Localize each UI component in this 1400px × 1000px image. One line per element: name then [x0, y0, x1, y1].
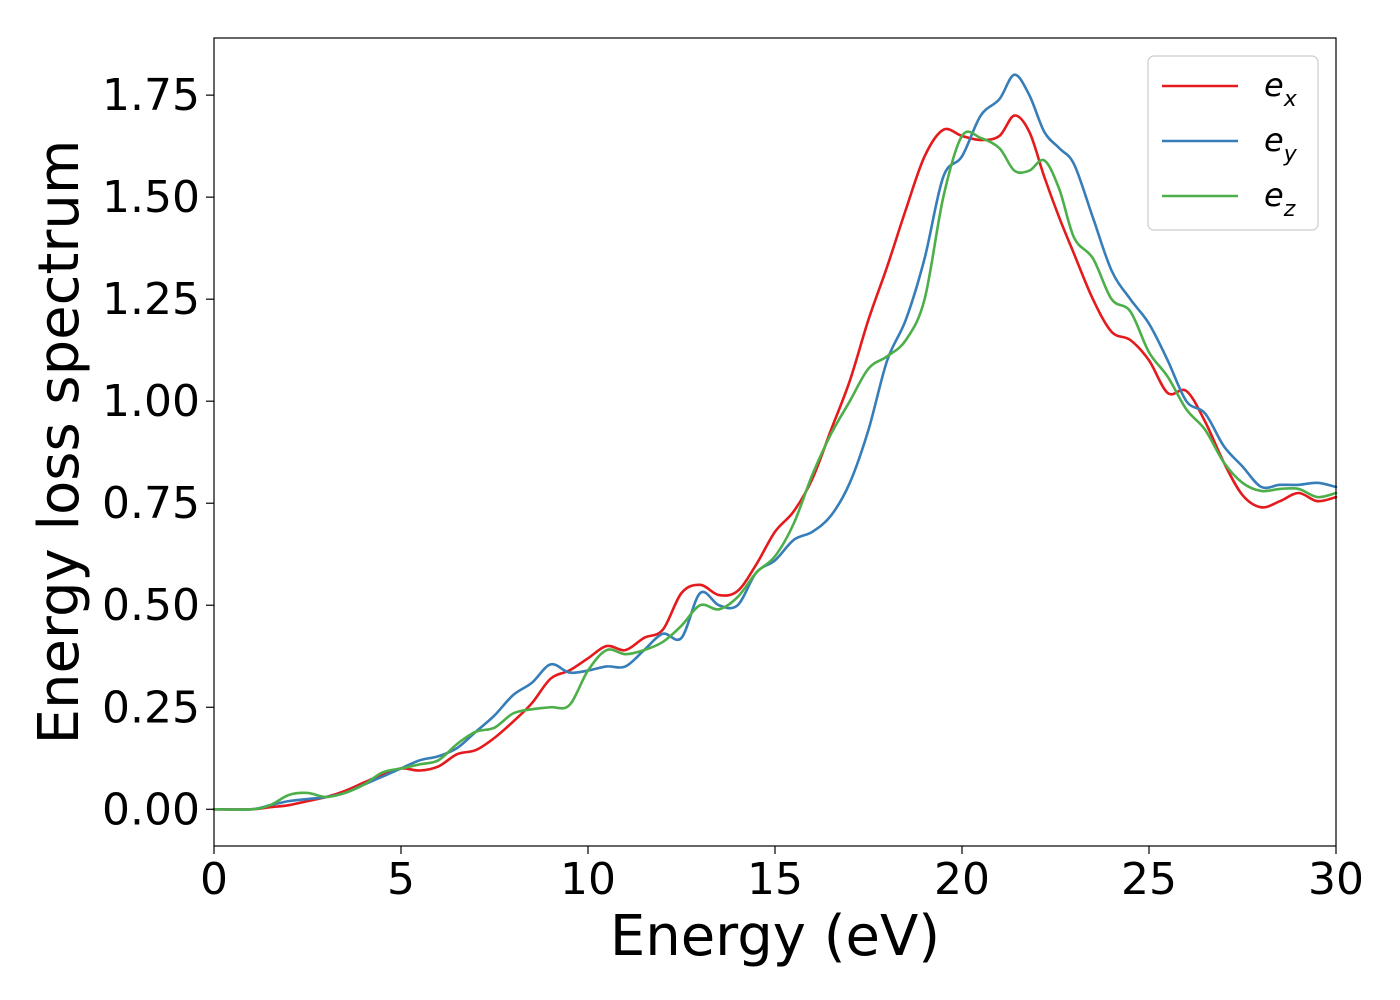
series-layer: [212, 73, 1338, 811]
x-axis: 0 5 10 15 20 25 30: [200, 846, 1364, 905]
series-line-e-z: [212, 130, 1338, 811]
x-tick-label: 0: [200, 854, 228, 905]
y-tick-label: 1.25: [102, 274, 200, 325]
y-tick-label: 1.50: [102, 172, 200, 223]
y-tick-label: 1.75: [102, 70, 200, 121]
x-tick-label: 15: [747, 854, 803, 905]
x-axis-title: Energy (eV): [610, 904, 940, 969]
series-line-e-y: [212, 73, 1338, 811]
x-tick-label: 5: [387, 854, 415, 905]
y-tick-label: 0.75: [102, 478, 200, 529]
legend-box: [1147, 55, 1319, 231]
x-tick-label: 25: [1121, 854, 1177, 905]
y-tick-label: 0.50: [102, 580, 200, 631]
x-tick-label: 10: [560, 854, 616, 905]
y-axis: 0.00 0.25 0.50 0.75 1.00 1.25 1.50 1.75: [102, 70, 214, 835]
y-tick-label: 0.00: [102, 784, 200, 835]
y-tick-label: 0.25: [102, 682, 200, 733]
y-axis-title: Energy loss spectrum: [27, 140, 92, 745]
x-tick-label: 30: [1308, 854, 1364, 905]
y-tick-label: 1.00: [102, 376, 200, 427]
series-line-e-x: [212, 114, 1338, 811]
x-tick-label: 20: [934, 854, 990, 905]
